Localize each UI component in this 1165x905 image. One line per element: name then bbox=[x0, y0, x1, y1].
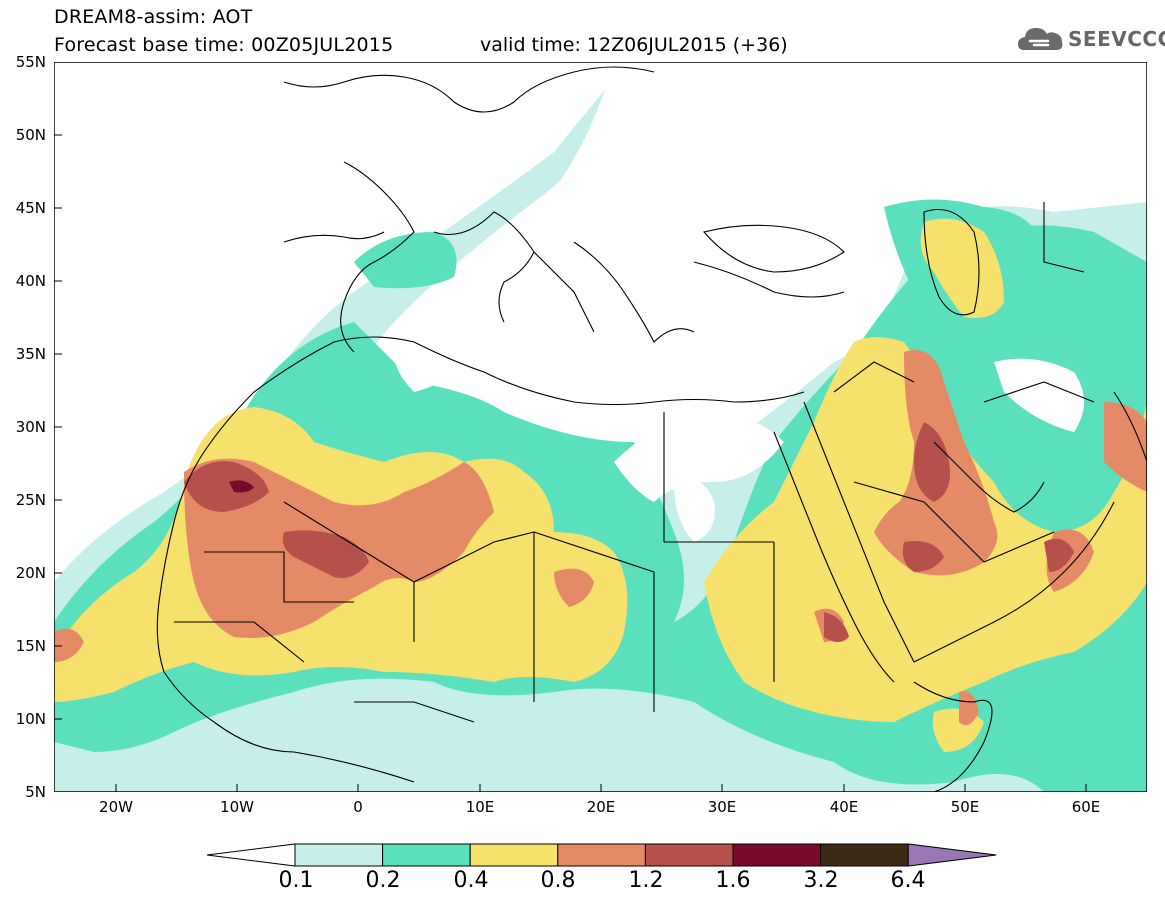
lat-label: 5N bbox=[25, 783, 46, 801]
colorbar bbox=[206, 843, 997, 867]
colorbar-underflow bbox=[206, 843, 296, 867]
lon-label: 30E bbox=[707, 798, 737, 816]
lat-label: 20N bbox=[15, 564, 46, 582]
colorbar-cell bbox=[820, 843, 909, 867]
map-panel bbox=[54, 62, 1147, 792]
lon-label: 40E bbox=[829, 798, 859, 816]
cloud-icon bbox=[1018, 28, 1063, 50]
colorbar-label: 0.4 bbox=[453, 868, 489, 893]
colorbar-cell bbox=[382, 843, 471, 867]
lon-label: 10E bbox=[465, 798, 495, 816]
valid-time: valid time: 12Z06JUL2015 (+36) bbox=[480, 34, 788, 56]
lon-label: 0 bbox=[353, 798, 363, 816]
logo-label: SEEVCCC bbox=[1068, 27, 1165, 51]
colorbar-label: 0.1 bbox=[278, 868, 314, 893]
lat-label: 25N bbox=[15, 491, 46, 509]
lon-label: 20W bbox=[99, 798, 133, 816]
colorbar-overflow bbox=[907, 843, 997, 867]
aot-map bbox=[54, 62, 1147, 792]
lat-label: 10N bbox=[15, 710, 46, 728]
lon-label: 10W bbox=[220, 798, 254, 816]
colorbar-label: 3.2 bbox=[803, 868, 839, 893]
lat-label: 30N bbox=[15, 418, 46, 436]
colorbar-cell bbox=[469, 843, 559, 867]
colorbar-label: 6.4 bbox=[890, 868, 926, 893]
lat-label: 50N bbox=[15, 126, 46, 144]
colorbar-label: 1.2 bbox=[628, 868, 664, 893]
lat-label: 45N bbox=[15, 199, 46, 217]
colorbar-label: 1.6 bbox=[715, 868, 751, 893]
aot-clear-areas bbox=[394, 62, 1084, 542]
coastlines bbox=[156, 66, 1147, 792]
lat-label: 35N bbox=[15, 345, 46, 363]
lat-label: 55N bbox=[15, 53, 46, 71]
colorbar-label: 0.2 bbox=[365, 868, 401, 893]
lon-label: 50E bbox=[950, 798, 980, 816]
aot-band-1.6 bbox=[229, 480, 254, 493]
axis-ticks bbox=[54, 62, 1087, 792]
lat-label: 40N bbox=[15, 272, 46, 290]
seevccc-logo: SEEVCCC bbox=[1016, 22, 1165, 56]
colorbar-cell bbox=[644, 843, 734, 867]
map-title: DREAM8-assim: AOT bbox=[54, 6, 253, 28]
lon-label: 60E bbox=[1071, 798, 1101, 816]
lon-label: 20E bbox=[586, 798, 616, 816]
forecast-base-time: Forecast base time: 00Z05JUL2015 bbox=[54, 34, 394, 56]
colorbar-cell bbox=[557, 843, 646, 867]
aot-band-1.2 bbox=[184, 422, 1074, 642]
colorbar-cell bbox=[294, 843, 384, 867]
colorbar-label: 0.8 bbox=[540, 868, 576, 893]
lat-label: 15N bbox=[15, 637, 46, 655]
colorbar-cell bbox=[732, 843, 822, 867]
